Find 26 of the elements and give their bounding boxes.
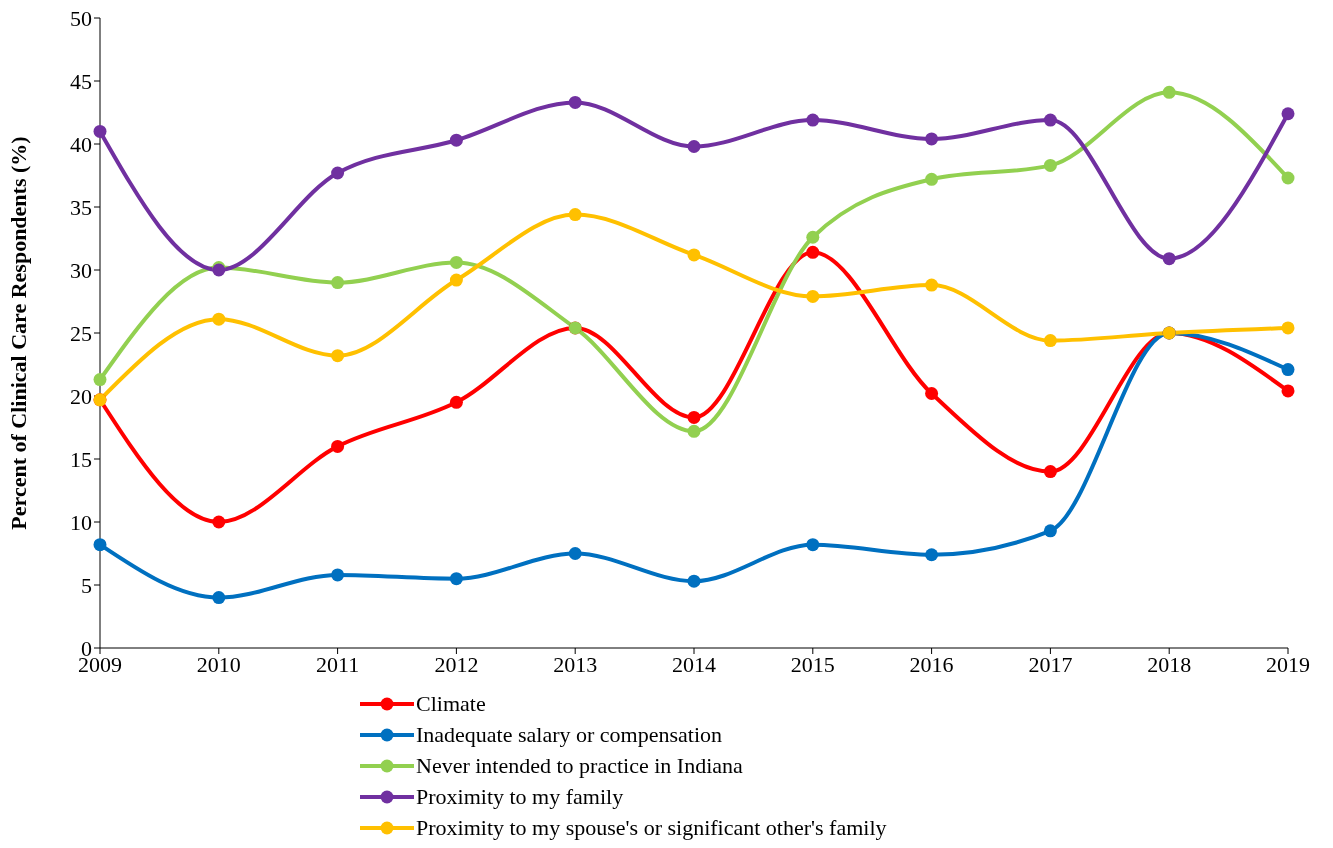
y-tick-label: 35 [70, 194, 92, 220]
x-tick-label: 2014 [672, 651, 716, 677]
x-tick-label: 2012 [434, 651, 479, 677]
x-tick-label: 2019 [1266, 651, 1310, 677]
y-tick-label: 45 [70, 68, 92, 94]
y-tick-label: 10 [70, 509, 92, 535]
y-tick-label: 20 [70, 383, 92, 409]
y-tick-label: 30 [70, 257, 92, 283]
legend-label: Proximity to my spouse's or significant other's family [416, 814, 887, 841]
y-axis-title: Percent of Clinical Care Respondents (%) [5, 136, 31, 530]
x-tick-label: 2011 [316, 651, 360, 677]
legend-label: Climate [416, 690, 486, 717]
x-tick-label: 2016 [909, 651, 954, 677]
legend-label: Never intended to practice in Indiana [416, 752, 743, 779]
legend-label: Inadequate salary or compensation [416, 721, 723, 748]
x-tick-label: 2017 [1028, 651, 1073, 677]
x-tick-label: 2010 [196, 651, 241, 677]
x-tick-label: 2015 [790, 651, 835, 677]
y-tick-label: 25 [70, 320, 92, 346]
y-tick-label: 40 [70, 131, 92, 157]
y-tick-label: 50 [70, 5, 92, 31]
y-tick-label: 5 [81, 572, 92, 598]
legend-label: Proximity to my family [416, 783, 624, 810]
y-tick-label: 15 [70, 446, 92, 472]
x-tick-label: 2013 [553, 651, 598, 677]
x-tick-label: 2018 [1147, 651, 1192, 677]
